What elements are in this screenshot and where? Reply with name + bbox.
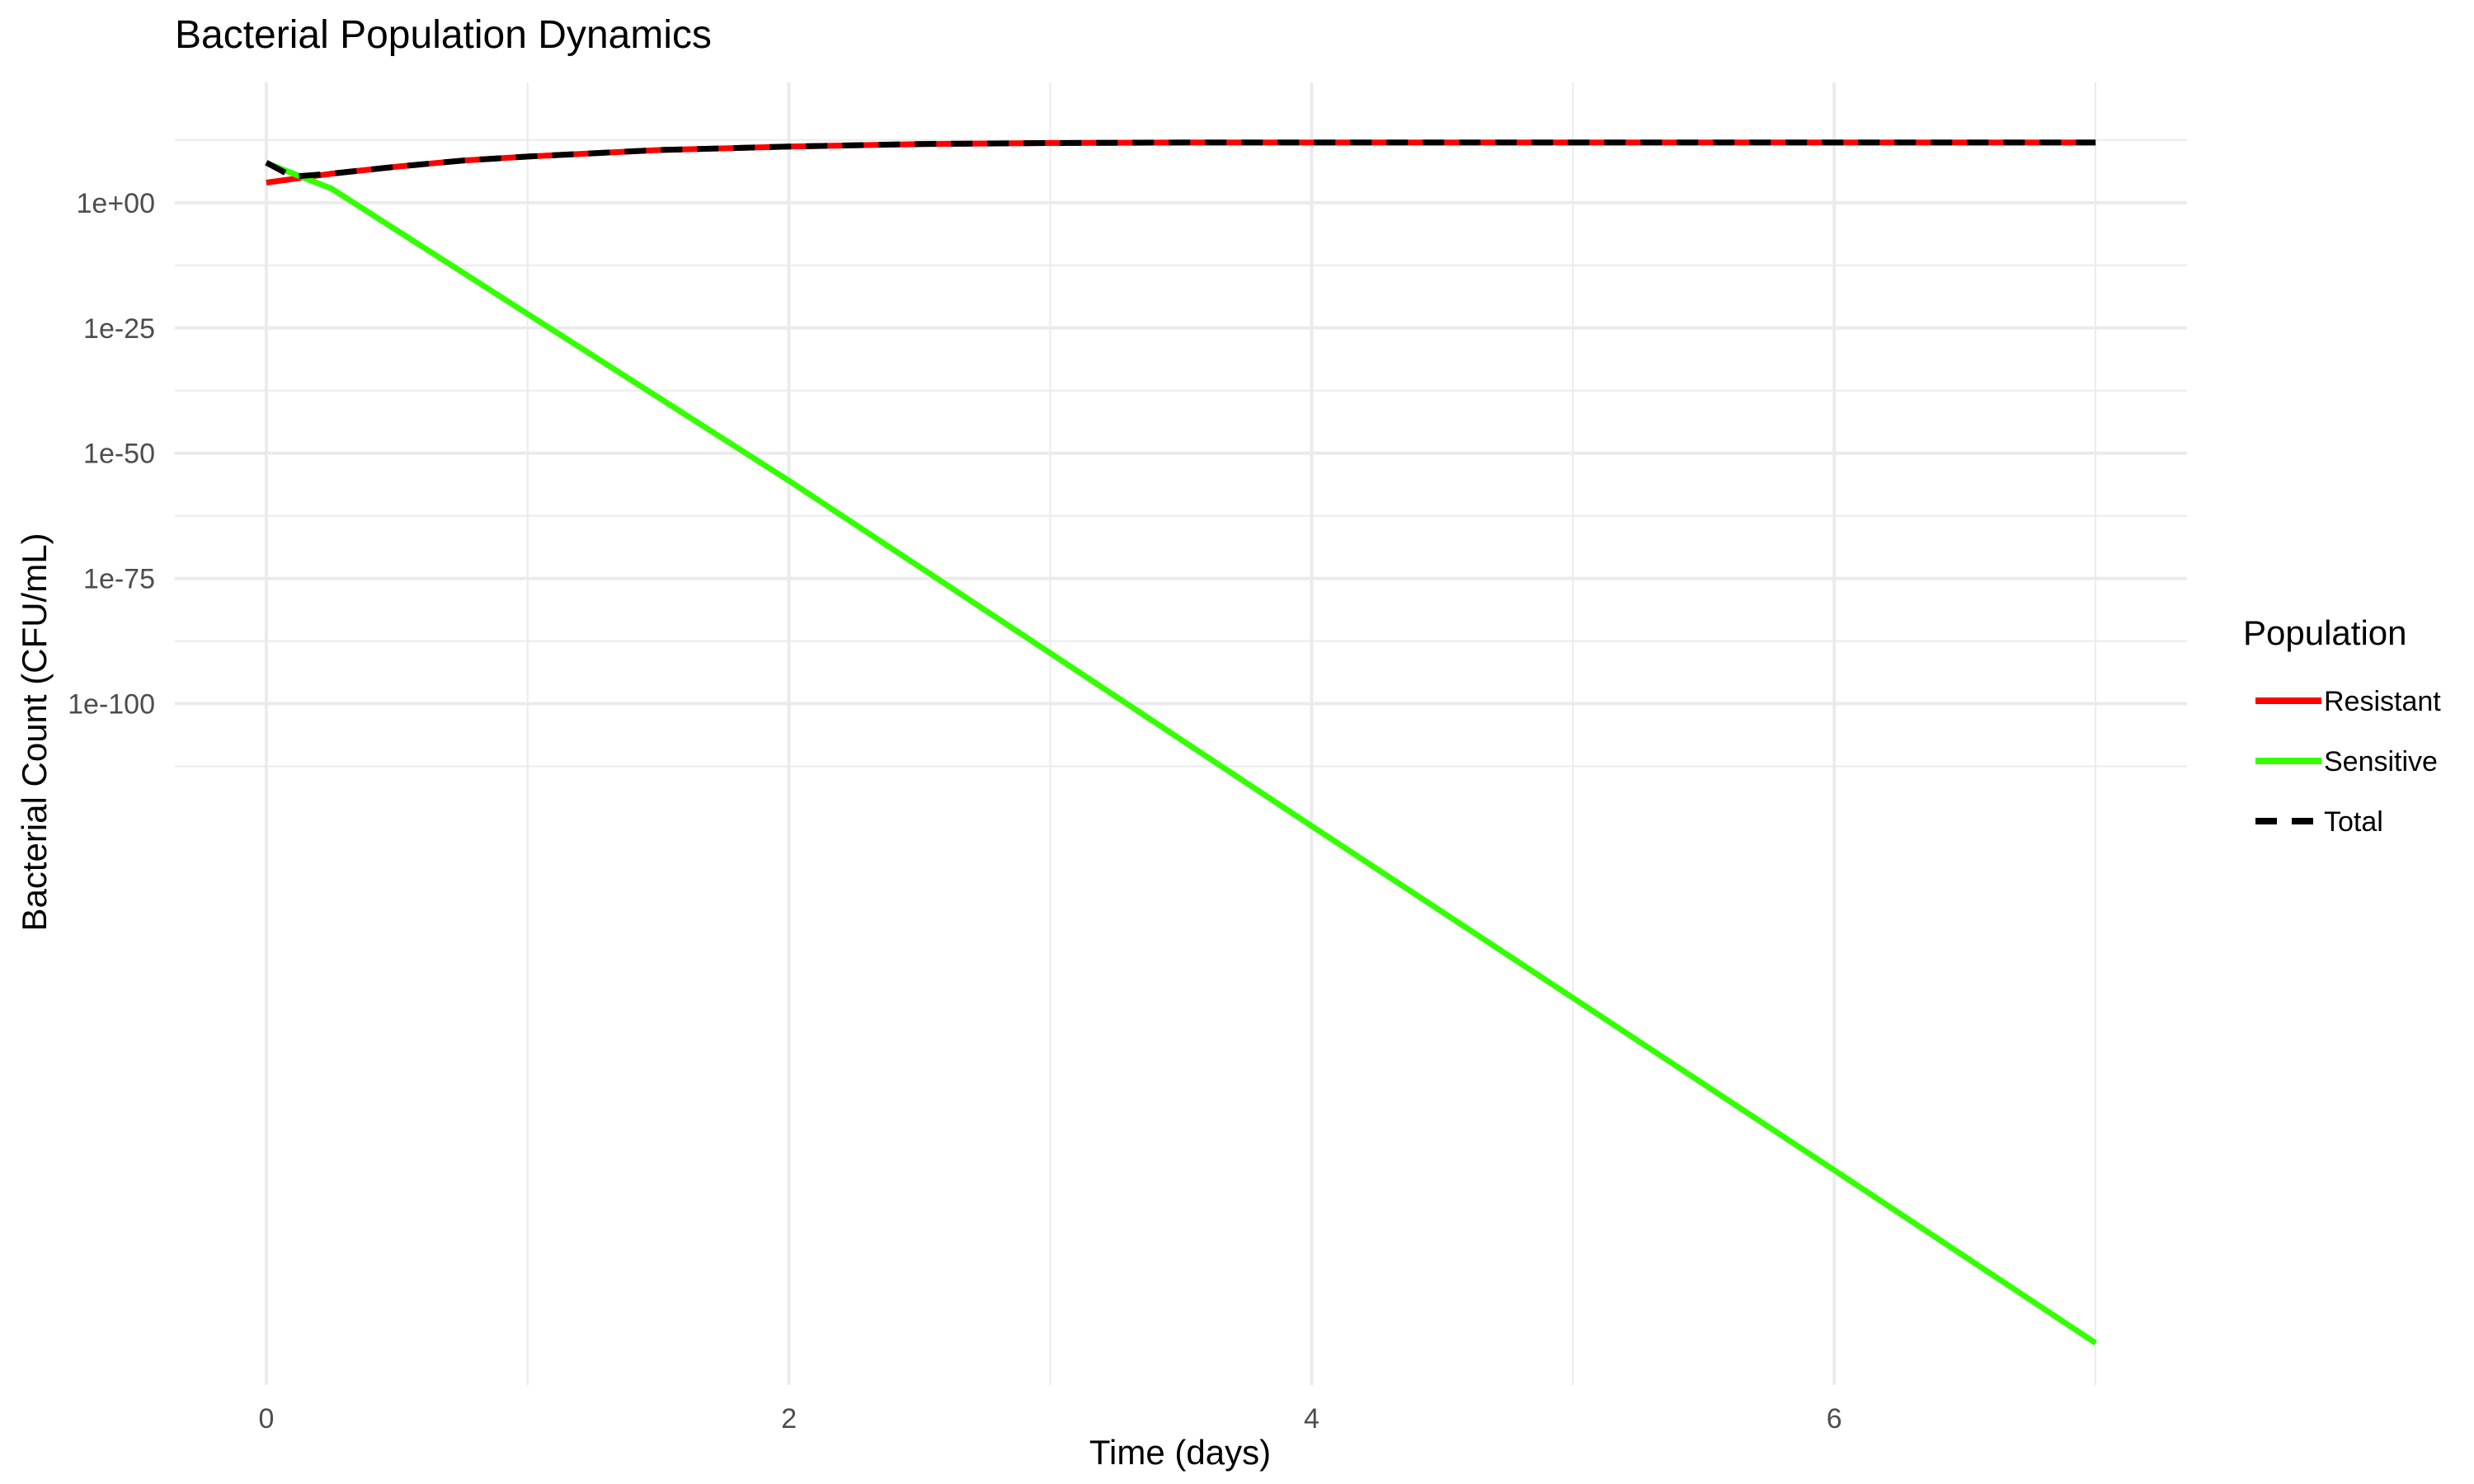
x-tick-label: 0 bbox=[258, 1403, 274, 1435]
y-tick-label: 1e-25 bbox=[83, 313, 155, 345]
x-tick-label: 4 bbox=[1304, 1403, 1319, 1435]
y-tick-label: 1e-75 bbox=[83, 564, 155, 595]
chart-title: Bacterial Population Dynamics bbox=[175, 13, 712, 57]
axis-layer: Bacterial Population Dynamics Time (days… bbox=[15, 13, 1842, 1472]
y-tick-label: 1e+00 bbox=[77, 188, 156, 219]
y-axis-title: Bacterial Count (CFU/mL) bbox=[15, 533, 54, 931]
x-tick-label: 6 bbox=[1827, 1403, 1842, 1435]
y-tick-label: 1e-50 bbox=[83, 439, 155, 470]
legend-label-sensitive: Sensitive bbox=[2324, 746, 2438, 777]
legend-title: Population bbox=[2243, 613, 2407, 652]
y-tick-label: 1e-100 bbox=[68, 689, 155, 721]
series-line-sensitive bbox=[265, 160, 2098, 1345]
legend-label-total: Total bbox=[2324, 806, 2383, 838]
x-axis-title: Time (days) bbox=[1089, 1433, 1271, 1472]
legend: Population Resistant Sensitive Total bbox=[2243, 613, 2441, 838]
x-tick-label: 2 bbox=[781, 1403, 797, 1435]
series-layer bbox=[265, 139, 2098, 1345]
series-line-total bbox=[265, 139, 2096, 180]
legend-label-resistant: Resistant bbox=[2324, 686, 2441, 717]
